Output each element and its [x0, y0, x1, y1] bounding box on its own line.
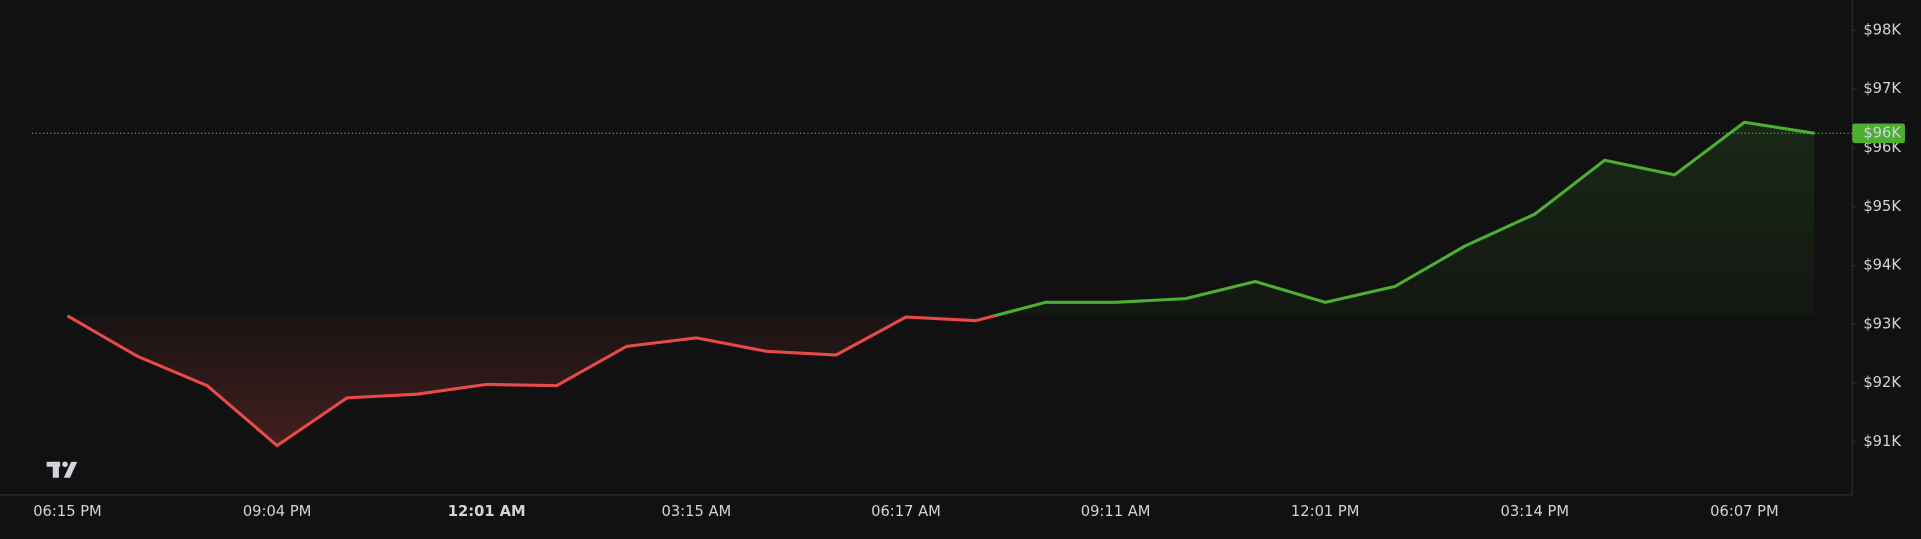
x-tick-label: 03:15 AM	[661, 503, 731, 520]
y-tick-label: $95K	[1863, 198, 1901, 215]
x-tick-label: 09:11 AM	[1081, 503, 1151, 520]
x-tick-label: 12:01 PM	[1291, 503, 1360, 520]
tradingview-logo	[46, 461, 78, 478]
x-tick-label: 09:04 PM	[243, 503, 312, 520]
y-tick-label: $97K	[1863, 80, 1901, 97]
x-tick-label: 06:15 PM	[33, 503, 102, 520]
last-price-label: $96K	[1863, 124, 1901, 141]
baseline-area	[67, 122, 1815, 446]
y-tick-label: $91K	[1863, 433, 1901, 450]
y-tick-label: $93K	[1863, 315, 1901, 332]
x-tick-label: 03:14 PM	[1501, 503, 1570, 520]
last-price-badge	[1852, 123, 1905, 144]
x-tick-label: 06:17 AM	[871, 503, 941, 520]
y-tick-label: $98K	[1863, 21, 1901, 38]
price-line	[66, 120, 1815, 448]
x-tick-label: 12:01 AM	[448, 503, 526, 520]
y-tick-label: $96K	[1863, 139, 1901, 156]
y-tick-label: $92K	[1863, 374, 1901, 391]
x-tick-label: 06:07 PM	[1710, 503, 1779, 520]
y-tick-label: $94K	[1863, 257, 1901, 274]
